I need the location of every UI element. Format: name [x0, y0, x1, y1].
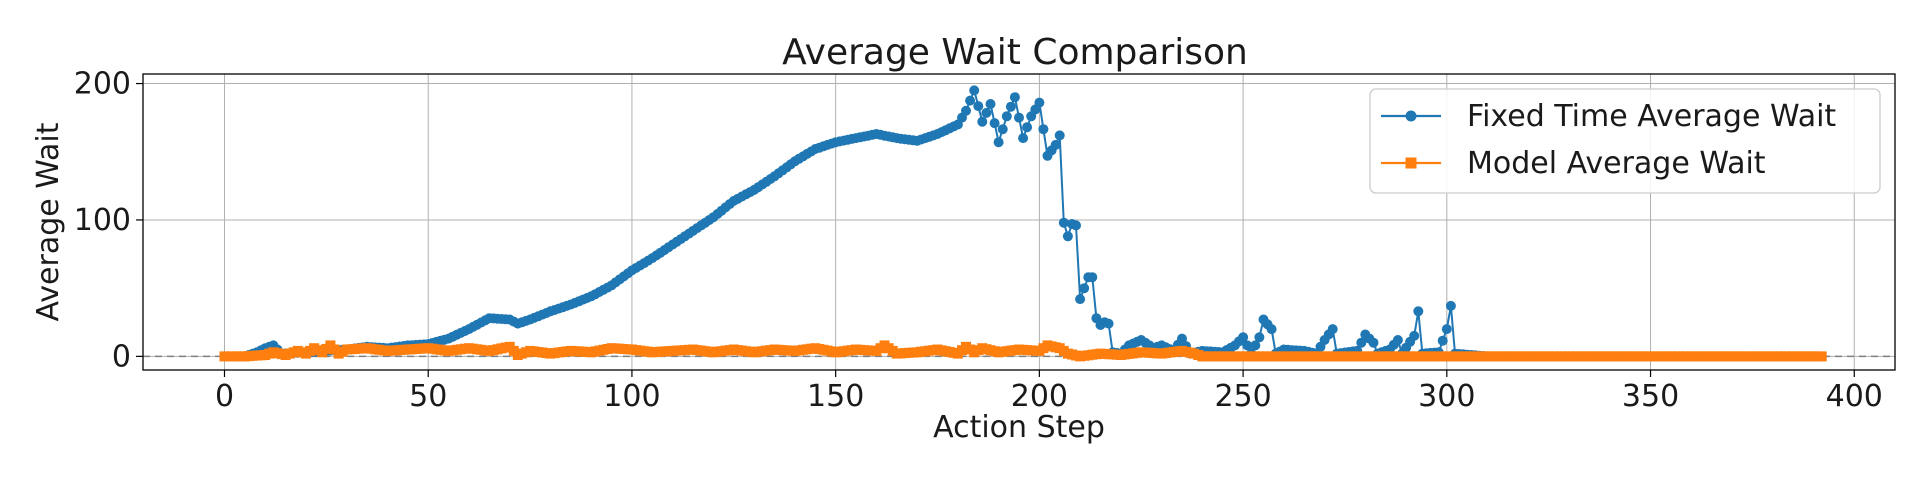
data-point [1054, 130, 1065, 141]
data-point [969, 85, 980, 96]
series-layer [219, 85, 1827, 362]
data-point [997, 124, 1008, 135]
data-point [993, 137, 1004, 148]
x-tick-label: 400 [1826, 379, 1883, 414]
data-point [1368, 337, 1379, 348]
x-tick-label: 0 [215, 379, 234, 414]
data-point [973, 101, 984, 112]
data-point [1254, 332, 1265, 343]
data-point [965, 95, 976, 106]
legend: Fixed Time Average Wait Model Average Wa… [1369, 88, 1881, 194]
y-axis: 0 100 200 [74, 67, 143, 374]
legend-marker-fixed [1405, 110, 1417, 122]
legend-label-model: Model Average Wait [1467, 146, 1766, 181]
x-tick-label: 350 [1622, 379, 1679, 414]
data-point [1018, 133, 1029, 144]
data-point [985, 99, 996, 109]
data-point [1356, 337, 1367, 348]
chart-title: Average Wait Comparison [782, 32, 1248, 73]
x-tick-label: 200 [1011, 379, 1068, 414]
data-point [977, 116, 988, 127]
data-point [1058, 217, 1069, 228]
data-point [1441, 324, 1452, 335]
data-point [1103, 318, 1114, 329]
data-point [1445, 300, 1456, 311]
data-point [1001, 111, 1012, 122]
data-point [1437, 335, 1448, 346]
series-model [219, 340, 1827, 362]
data-point [1413, 306, 1424, 317]
y-tick-label: 200 [74, 67, 131, 102]
data-point [961, 105, 971, 116]
data-point [1071, 220, 1081, 231]
data-point [989, 118, 1000, 129]
legend-entry-model: Model Average Wait [1381, 146, 1766, 181]
data-point [1816, 351, 1827, 362]
x-tick-label: 100 [603, 379, 660, 414]
data-point [1079, 283, 1090, 294]
legend-label-fixed: Fixed Time Average Wait [1467, 99, 1836, 134]
data-point [1266, 324, 1277, 335]
x-tick-label: 50 [409, 379, 447, 414]
y-tick-label: 100 [74, 203, 131, 238]
x-tick-label: 150 [807, 379, 864, 414]
data-point [981, 107, 992, 118]
y-axis-label: Average Wait [31, 122, 66, 321]
data-point [1022, 122, 1033, 133]
data-point [1392, 335, 1403, 345]
data-point [1075, 294, 1086, 305]
data-point [1034, 97, 1045, 108]
data-point [1177, 333, 1187, 344]
data-point [1250, 340, 1261, 351]
data-point [1242, 340, 1253, 351]
legend-box [1369, 88, 1881, 194]
data-point [1409, 330, 1420, 341]
data-point [1005, 101, 1016, 112]
data-point [1014, 112, 1024, 123]
data-point [1087, 272, 1098, 283]
data-point [1038, 124, 1049, 135]
legend-marker-model [1405, 157, 1417, 169]
plot-frame [142, 73, 1896, 371]
x-tick-label: 300 [1418, 379, 1475, 414]
y-tick-label: 0 [112, 339, 131, 374]
x-axis-label: Action Step [933, 410, 1105, 445]
data-point [1009, 92, 1020, 103]
x-tick-label: 250 [1214, 379, 1271, 414]
legend-entry-fixed: Fixed Time Average Wait [1381, 99, 1836, 134]
data-point [1062, 231, 1073, 242]
x-axis: 0 50 100 150 200 250 300 350 400 [215, 370, 1883, 414]
data-point [1327, 324, 1338, 335]
data-point [1050, 139, 1061, 150]
data-point [1238, 332, 1249, 343]
